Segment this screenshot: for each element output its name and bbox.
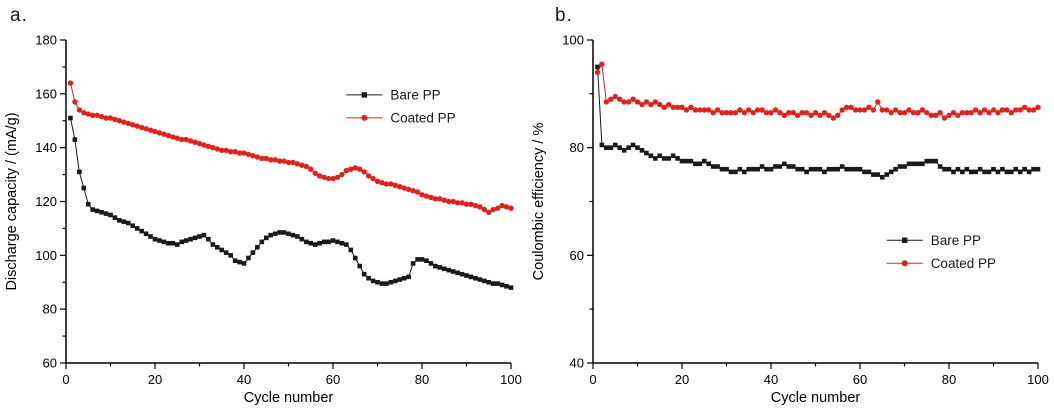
series-coated-pp — [594, 61, 1041, 121]
svg-text:40: 40 — [237, 372, 251, 387]
chart-a: 0 20 40 60 80 100 60 80 100 120 140 160 180 Cycle num… — [4, 33, 522, 407]
series-coated-pp — [67, 80, 514, 215]
svg-text:140: 140 — [35, 140, 57, 155]
x-axis-label: Cycle number — [771, 390, 861, 406]
svg-text:80: 80 — [43, 302, 57, 317]
legend: Bare PP Coated PP — [886, 233, 996, 271]
series-bare-pp — [68, 115, 514, 290]
legend-marker-square — [902, 237, 908, 243]
x-axis-label: Cycle number — [244, 390, 334, 406]
legend-label: Bare PP — [390, 87, 440, 102]
svg-text:80: 80 — [942, 372, 956, 387]
series-bare-pp — [595, 64, 1041, 180]
svg-text:160: 160 — [35, 86, 57, 101]
panel-label-a: a. — [10, 5, 28, 26]
ticks — [60, 39, 512, 369]
tick-labels: 0 20 40 60 80 100 40 60 80 100 — [562, 33, 1049, 388]
panel-label-b: b. — [555, 5, 573, 26]
chart-b: 0 20 40 60 80 100 40 60 80 100 Cycle number Coulomb… — [531, 33, 1049, 407]
svg-text:0: 0 — [62, 372, 69, 387]
panel-a: a. 0 20 40 60 80 100 60 80 100 120 140 160 180 Cycle … — [4, 5, 522, 407]
svg-text:80: 80 — [415, 372, 429, 387]
svg-text:60: 60 — [570, 248, 584, 263]
y-axis-label: Discharge capacity / (mA/g) — [4, 112, 20, 290]
svg-text:100: 100 — [562, 33, 584, 48]
svg-text:180: 180 — [35, 33, 57, 48]
svg-text:100: 100 — [500, 372, 522, 387]
svg-text:80: 80 — [570, 140, 584, 155]
tick-labels: 0 20 40 60 80 100 60 80 100 120 140 160 180 — [35, 33, 522, 388]
svg-text:0: 0 — [589, 372, 596, 387]
legend-label: Coated PP — [931, 256, 996, 271]
svg-text:40: 40 — [764, 372, 778, 387]
svg-text:40: 40 — [570, 356, 584, 371]
legend-marker-circle — [901, 260, 908, 267]
panel-b: b. 0 20 40 60 80 100 40 60 80 100 Cycle number Coul… — [527, 0, 1054, 413]
svg-text:120: 120 — [35, 194, 57, 209]
legend-marker-circle — [361, 114, 368, 121]
svg-text:20: 20 — [148, 372, 162, 387]
svg-text:20: 20 — [675, 372, 689, 387]
ticks — [587, 39, 1039, 369]
axes — [592, 40, 1038, 364]
svg-text:100: 100 — [1027, 372, 1049, 387]
legend-marker-square — [361, 92, 368, 98]
y-axis-label: Coulombic efficiency / % — [531, 123, 547, 281]
svg-text:60: 60 — [43, 356, 57, 371]
svg-text:100: 100 — [35, 248, 57, 263]
legend: Bare PP Coated PP — [346, 87, 456, 125]
svg-text:60: 60 — [853, 372, 867, 387]
legend-label: Coated PP — [390, 110, 455, 125]
svg-text:60: 60 — [326, 372, 340, 387]
legend-label: Bare PP — [931, 233, 981, 248]
